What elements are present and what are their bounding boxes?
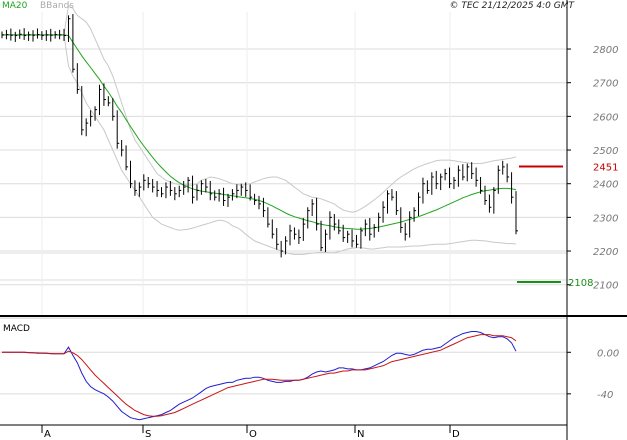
month-label: A xyxy=(44,429,51,440)
month-label: O xyxy=(249,429,257,440)
price-tick-label: 2300 xyxy=(593,213,618,224)
price-tick-label: 2200 xyxy=(593,247,618,258)
macd-panel-title: MACD xyxy=(3,324,30,334)
price-panel xyxy=(0,4,567,319)
macd-tick-label: -40 xyxy=(597,390,613,401)
signal-line xyxy=(2,334,517,417)
month-label: S xyxy=(145,429,151,440)
month-label: D xyxy=(452,429,460,440)
price-tick-label: 2600 xyxy=(593,112,618,123)
credit-text: © TEC 21/12/2025 4:0 GMT xyxy=(449,1,575,11)
price-tick-label: 2500 xyxy=(593,146,618,157)
level-label-2451: 2451 xyxy=(593,163,618,174)
bbands-lower-line xyxy=(2,34,517,255)
legend-bbands: BBands xyxy=(40,1,74,11)
chart-labels: 2451 2108 2100 2200 2300 2400 2500 2600 2700 2800… xyxy=(44,45,619,440)
macd-tick-label: 0.00 xyxy=(597,348,619,359)
price-tick-label: 2700 xyxy=(593,79,618,90)
legend-ma20: MA20 xyxy=(2,1,28,11)
month-label: N xyxy=(357,429,364,440)
price-tick-label: 2800 xyxy=(593,45,618,56)
bbands-upper-line xyxy=(2,4,517,213)
macd-panel xyxy=(0,317,567,421)
macd-line xyxy=(2,331,517,421)
level-label-2108: 2108 xyxy=(568,278,593,289)
price-tick-label: 2100 xyxy=(593,281,618,292)
price-tick-label: 2400 xyxy=(593,180,618,191)
